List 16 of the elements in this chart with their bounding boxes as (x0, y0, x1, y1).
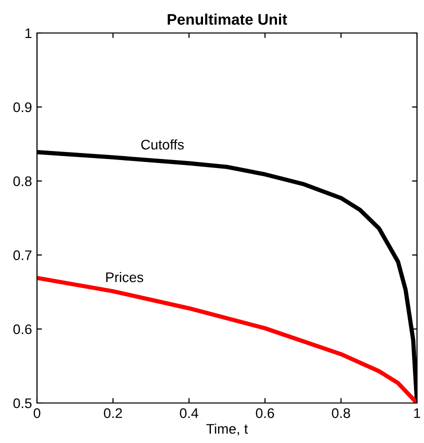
y-tick-label: 0.9 (13, 102, 32, 112)
chart-title: Penultimate Unit (168, 14, 288, 25)
x-tick-label: 1 (414, 408, 420, 418)
x-tick-label: 0.8 (332, 408, 350, 418)
y-tick-label: 0.8 (13, 176, 32, 186)
x-axis-title: Time, t (206, 424, 248, 436)
y-tick-label: 0.6 (13, 324, 32, 334)
y-tick-label: 0.5 (13, 398, 32, 408)
series-label: Cutoffs (141, 139, 184, 150)
x-tick-label: 0.6 (256, 408, 274, 418)
x-tick-label: 0 (34, 408, 40, 418)
y-tick-label: 0.7 (13, 250, 32, 260)
y-tick-label: 1 (25, 28, 32, 38)
x-tick-label: 0.4 (180, 408, 198, 418)
x-tick-label: 0.2 (104, 408, 122, 418)
series-label: Prices (106, 272, 144, 282)
